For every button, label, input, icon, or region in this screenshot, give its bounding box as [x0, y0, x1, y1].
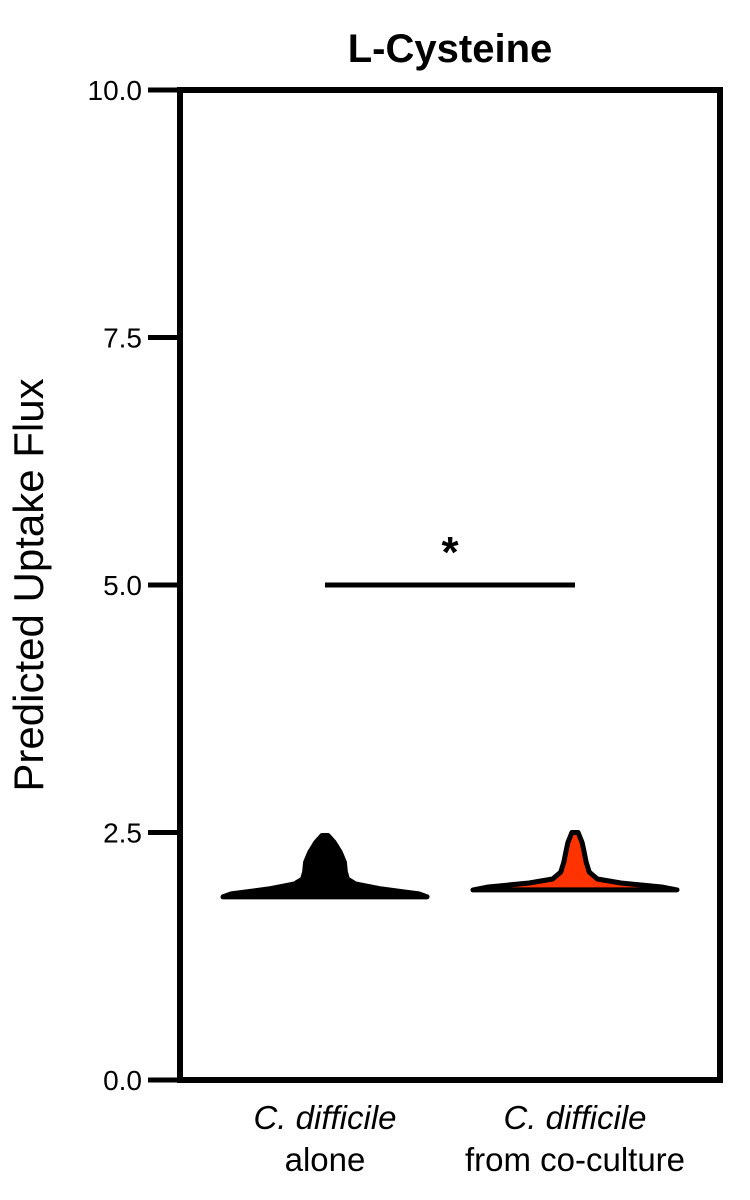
x-category-label-line1: C. difficile [503, 1099, 646, 1136]
y-axis-ticks: 0.0 2.5 5.0 7.5 10.0 [88, 75, 180, 1096]
y-tick-label: 7.5 [103, 323, 142, 354]
y-tick-label: 10.0 [88, 75, 143, 106]
x-category-label-line1: C. difficile [253, 1099, 396, 1136]
y-tick-label: 0.0 [103, 1065, 142, 1096]
violin-1 [220, 833, 430, 900]
significance-annotation: * [325, 528, 575, 588]
significance-marker: * [441, 528, 459, 577]
y-tick-label: 5.0 [103, 570, 142, 601]
plot-frame [177, 87, 723, 1083]
x-axis-category-labels: C. difficile alone C. difficile from co-cul… [253, 1099, 685, 1178]
y-tick-label: 2.5 [103, 818, 142, 849]
violin-2 [470, 830, 680, 893]
violin-group [220, 830, 680, 900]
chart-title: L-Cysteine [348, 27, 553, 71]
y-axis-label: Predicted Uptake Flux [5, 378, 52, 791]
x-category-label-line2: from co-culture [465, 1141, 685, 1178]
x-category-label-line2: alone [285, 1141, 366, 1178]
